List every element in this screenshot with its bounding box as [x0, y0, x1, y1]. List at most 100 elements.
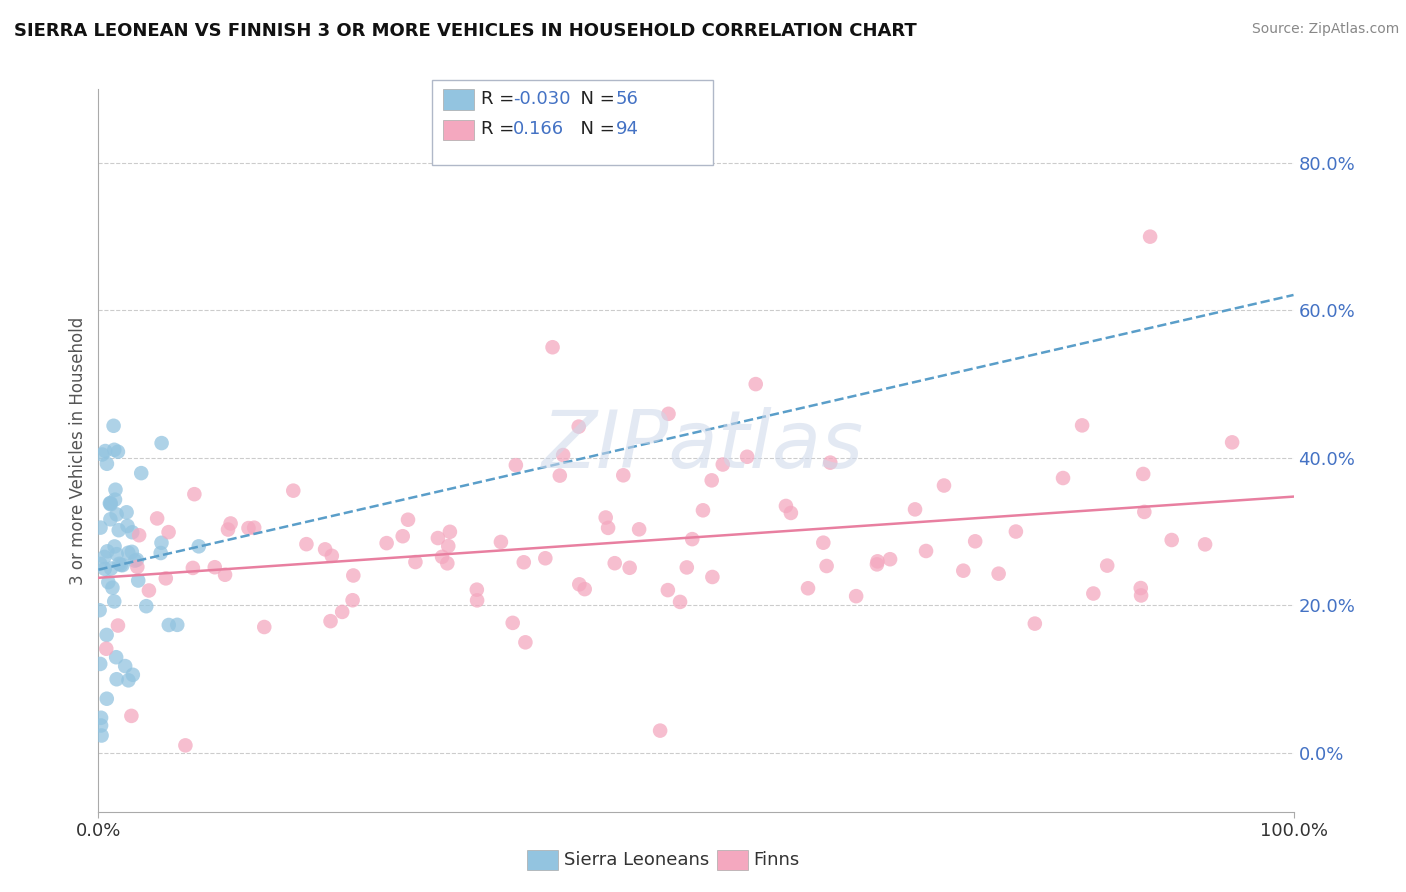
Point — [596, 521, 619, 535]
Text: R =: R = — [481, 120, 526, 138]
Point — [1133, 505, 1156, 519]
Point — [135, 599, 157, 614]
Point — [90, 718, 112, 732]
Point — [780, 506, 803, 520]
Point — [932, 478, 955, 492]
Point — [657, 583, 679, 598]
Point — [489, 535, 512, 549]
Point — [89, 657, 111, 671]
Point — [90, 729, 112, 743]
Point — [952, 564, 974, 578]
Text: 0.166: 0.166 — [513, 120, 564, 138]
Point — [155, 571, 177, 585]
Point — [1160, 533, 1182, 547]
Point — [1052, 471, 1074, 485]
Point — [657, 407, 679, 421]
Point — [391, 529, 413, 543]
Text: R =: R = — [481, 90, 520, 108]
Point — [253, 620, 276, 634]
Point — [98, 496, 121, 510]
Point — [1005, 524, 1028, 539]
Point — [103, 594, 125, 608]
Text: Source: ZipAtlas.com: Source: ZipAtlas.com — [1251, 22, 1399, 37]
Point — [505, 458, 527, 472]
Point — [100, 561, 122, 575]
Point — [96, 628, 118, 642]
Point — [866, 554, 889, 568]
Text: 94: 94 — [616, 120, 638, 138]
Point — [342, 593, 364, 607]
Point — [1194, 537, 1216, 551]
Point — [845, 589, 868, 603]
Point — [1129, 581, 1152, 595]
Point — [89, 603, 111, 617]
Point — [100, 496, 122, 510]
Point — [150, 436, 173, 450]
Point — [375, 536, 398, 550]
Point — [813, 535, 835, 549]
Point — [541, 340, 564, 354]
Point — [105, 547, 128, 561]
Point — [965, 534, 987, 549]
Point — [100, 497, 122, 511]
Point — [1132, 467, 1154, 481]
Point — [1220, 435, 1243, 450]
Point — [129, 466, 152, 480]
Text: 56: 56 — [616, 90, 638, 108]
Point — [330, 605, 353, 619]
Point — [117, 546, 139, 560]
Point — [128, 528, 150, 542]
Point — [103, 418, 125, 433]
Point — [515, 635, 537, 649]
Text: N =: N = — [569, 90, 621, 108]
Point — [94, 444, 117, 458]
Point — [568, 419, 591, 434]
Point — [219, 516, 242, 531]
Point — [319, 614, 342, 628]
Point — [612, 468, 634, 483]
Point — [574, 582, 596, 596]
Point — [797, 581, 820, 595]
Point — [700, 474, 723, 488]
Point — [815, 559, 838, 574]
Point — [879, 552, 901, 566]
Point — [146, 511, 169, 525]
Point — [121, 525, 143, 540]
Point — [595, 510, 617, 524]
Point — [735, 450, 758, 464]
Point — [93, 549, 115, 564]
Point — [548, 468, 571, 483]
Point — [568, 577, 591, 591]
Point — [105, 508, 128, 522]
Point — [103, 442, 125, 457]
Point — [1083, 586, 1105, 600]
Point — [238, 521, 260, 535]
Point — [1095, 558, 1118, 573]
Point — [125, 553, 148, 567]
Point — [745, 377, 768, 392]
Point — [669, 595, 692, 609]
Point — [214, 567, 236, 582]
Point — [121, 668, 143, 682]
Point — [157, 525, 180, 540]
Point — [181, 561, 204, 575]
Point — [174, 739, 197, 753]
Point — [89, 521, 111, 535]
Point — [183, 487, 205, 501]
Text: N =: N = — [569, 120, 621, 138]
Point — [187, 539, 209, 553]
Point — [108, 557, 131, 571]
Point — [127, 560, 149, 574]
Point — [675, 560, 697, 574]
Point — [157, 618, 180, 632]
Point — [97, 575, 120, 590]
Point — [987, 566, 1010, 581]
Point — [904, 502, 927, 516]
Point — [775, 499, 797, 513]
Point — [711, 458, 734, 472]
Point — [426, 531, 449, 545]
Point — [117, 519, 139, 533]
Point — [553, 448, 575, 462]
Point — [295, 537, 318, 551]
Point — [603, 556, 626, 570]
